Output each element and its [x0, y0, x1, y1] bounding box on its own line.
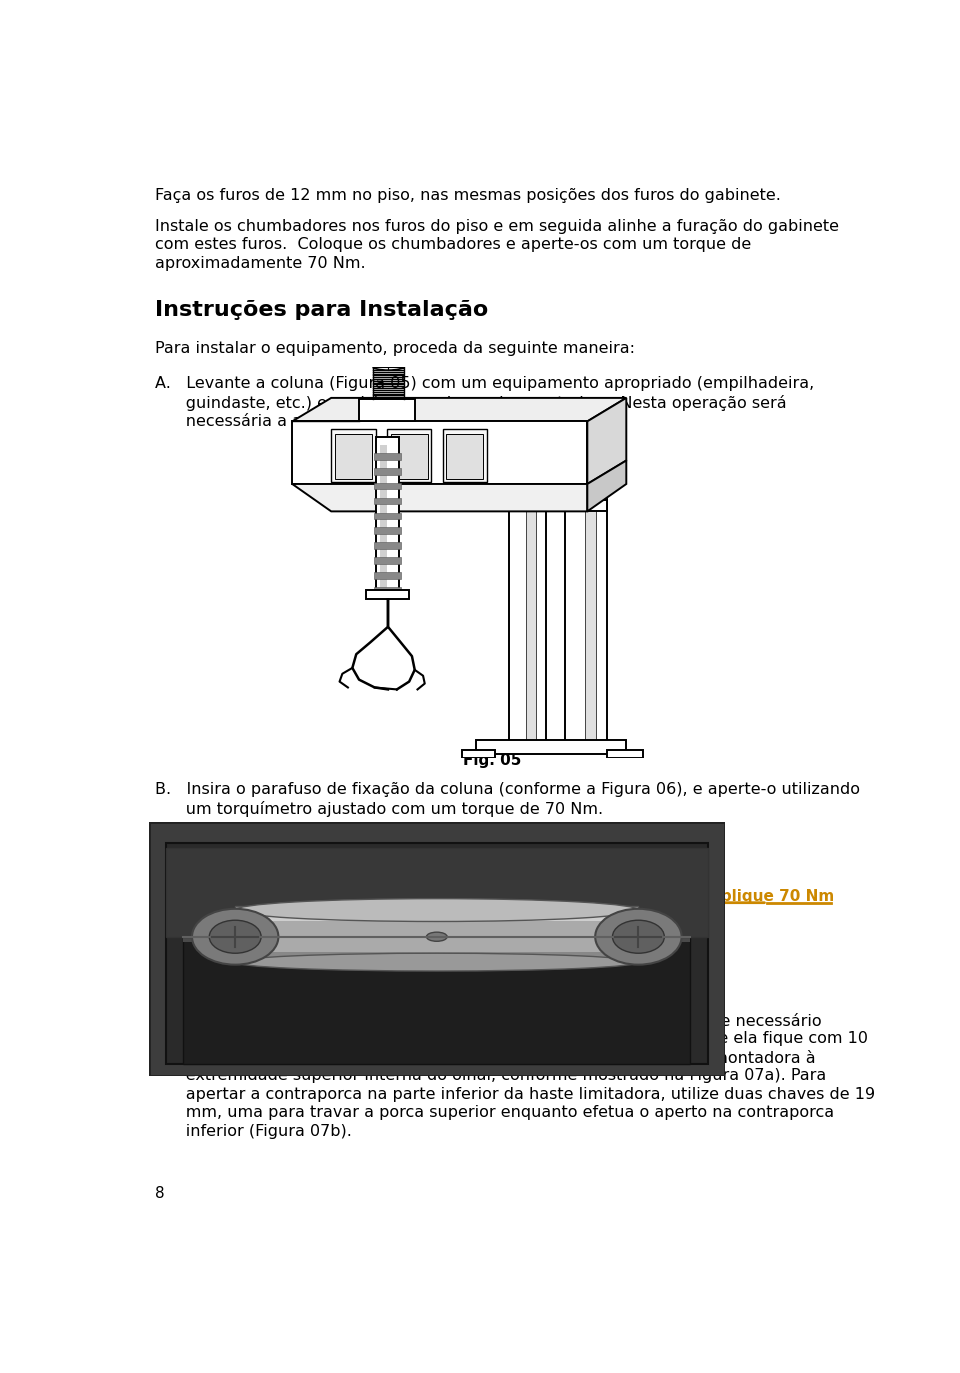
- Text: Fig. 06: Fig. 06: [463, 997, 521, 1012]
- Bar: [476, 740, 626, 754]
- Text: A.   Levante a coluna (Figura 05) com um equipamento apropriado (empilhadeira,: A. Levante a coluna (Figura 05) com um e…: [155, 376, 814, 391]
- Bar: [607, 750, 643, 758]
- Ellipse shape: [209, 920, 261, 953]
- Bar: [183, 936, 690, 1064]
- Bar: [335, 434, 372, 479]
- Text: Aplique 70 Nm: Aplique 70 Nm: [709, 888, 834, 903]
- Text: cm de comprimento (medindo da chapa superior da caixa da desmontadora à: cm de comprimento (medindo da chapa supe…: [155, 1049, 816, 1065]
- Bar: [510, 500, 545, 746]
- Ellipse shape: [235, 953, 638, 971]
- Text: 8: 8: [155, 1186, 164, 1201]
- Text: apertar a contraporca na parte inferior da haste limitadora, utilize duas chaves: apertar a contraporca na parte inferior …: [155, 1086, 876, 1101]
- Ellipse shape: [595, 909, 682, 965]
- Bar: [183, 932, 690, 942]
- Polygon shape: [166, 843, 708, 1064]
- Text: B.   Insira o parafuso de fixação da coluna (conforme a Figura 06), e aperte-o u: B. Insira o parafuso de fixação da colun…: [155, 783, 860, 798]
- Polygon shape: [292, 398, 626, 422]
- Text: um torquímetro ajustado com um torque de 70 Nm.: um torquímetro ajustado com um torque de…: [155, 800, 603, 817]
- Text: mm, uma para travar a porca superior enquanto efetua o aperto na contraporca: mm, uma para travar a porca superior enq…: [155, 1105, 834, 1120]
- Text: com estes furos.  Coloque os chumbadores e aperte-os com um torque de: com estes furos. Coloque os chumbadores …: [155, 238, 752, 253]
- Bar: [443, 430, 487, 482]
- Polygon shape: [292, 422, 588, 483]
- Text: Instale os chumbadores nos furos do piso e em seguida alinhe a furação do gabine: Instale os chumbadores nos furos do piso…: [155, 218, 839, 233]
- Bar: [446, 434, 483, 479]
- Bar: [235, 951, 638, 962]
- Text: guindaste, etc.) e posicione-a sobre a desmontadora. Nesta operação será: guindaste, etc.) e posicione-a sobre a d…: [155, 394, 786, 411]
- Text: Faça os furos de 12 mm no piso, nas mesmas posições dos furos do gabinete.: Faça os furos de 12 mm no piso, nas mesm…: [155, 188, 780, 203]
- Bar: [374, 542, 401, 549]
- Bar: [166, 847, 708, 936]
- Text: Para instalar o equipamento, proceda da seguinte maneira:: Para instalar o equipamento, proceda da …: [155, 342, 635, 357]
- Polygon shape: [588, 460, 626, 511]
- Text: C.   Em seguida, desmonte a tampa lateral da STC-230 ᵀᴵ, verifique e se necessár: C. Em seguida, desmonte a tampa lateral …: [155, 1013, 822, 1028]
- Bar: [374, 453, 401, 460]
- Bar: [510, 500, 607, 511]
- Bar: [526, 511, 536, 746]
- Bar: [380, 445, 387, 593]
- Bar: [374, 497, 401, 504]
- Bar: [374, 512, 401, 519]
- Bar: [375, 437, 399, 593]
- Ellipse shape: [372, 362, 403, 371]
- Text: Instruções para Instalação: Instruções para Instalação: [155, 301, 489, 320]
- Ellipse shape: [612, 920, 664, 953]
- Polygon shape: [359, 398, 415, 422]
- Bar: [374, 586, 401, 593]
- Text: inferior (Figura 07b).: inferior (Figura 07b).: [155, 1123, 352, 1138]
- Bar: [235, 906, 638, 962]
- Ellipse shape: [192, 909, 278, 965]
- Bar: [387, 430, 431, 482]
- Bar: [374, 468, 401, 475]
- Text: necessária a ajuda de uma segunda pessoa.: necessária a ajuda de uma segunda pessoa…: [155, 413, 543, 430]
- Bar: [565, 402, 607, 746]
- Text: aproximadamente 70 Nm.: aproximadamente 70 Nm.: [155, 255, 366, 270]
- Text: extremidade superior interna do olhal, conforme mostrado na Figura 07a). Para: extremidade superior interna do olhal, c…: [155, 1068, 827, 1083]
- Bar: [331, 430, 375, 482]
- Bar: [235, 910, 638, 921]
- Bar: [585, 413, 595, 746]
- Text: Fig. 05: Fig. 05: [463, 752, 521, 768]
- Bar: [374, 557, 401, 564]
- Circle shape: [426, 932, 447, 942]
- Bar: [366, 589, 409, 600]
- Bar: [374, 483, 401, 489]
- Ellipse shape: [235, 898, 638, 921]
- Bar: [374, 573, 401, 578]
- Polygon shape: [292, 483, 588, 511]
- Bar: [391, 434, 427, 479]
- Bar: [462, 750, 495, 758]
- Bar: [374, 527, 401, 534]
- Text: regule o comprimento da haste limitadora da coluna, de forma que ela fique com 1: regule o comprimento da haste limitadora…: [155, 1031, 868, 1046]
- Polygon shape: [588, 398, 626, 483]
